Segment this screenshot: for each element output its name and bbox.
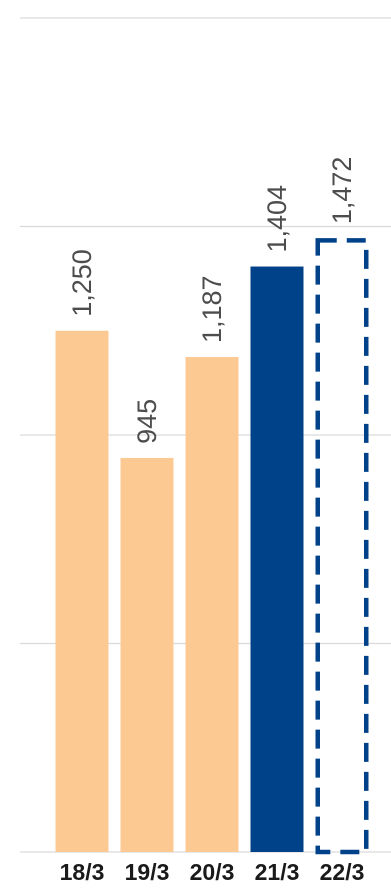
tick-label-20-3: 20/3 bbox=[190, 859, 235, 885]
bar-22-3-forecast bbox=[315, 238, 369, 855]
bar-18-3 bbox=[55, 330, 109, 852]
x-axis-tick-labels: 18/3 19/3 20/3 21/3 22/3 bbox=[60, 859, 365, 885]
bars bbox=[55, 238, 369, 855]
tick-label-21-3: 21/3 bbox=[255, 859, 300, 885]
tick-label-19-3: 19/3 bbox=[125, 859, 170, 885]
value-label-22-3: 1,472 bbox=[327, 157, 357, 225]
bar-21-3 bbox=[250, 266, 304, 853]
bar-19-3 bbox=[120, 457, 174, 852]
tick-label-22-3: 22/3 bbox=[320, 859, 365, 885]
value-label-21-3: 1,404 bbox=[262, 185, 292, 253]
value-label-18-3: 1,250 bbox=[67, 249, 97, 317]
value-labels: 1,250 945 1,187 1,404 1,472 bbox=[67, 157, 357, 444]
tick-label-18-3: 18/3 bbox=[60, 859, 105, 885]
value-label-19-3: 945 bbox=[132, 399, 162, 444]
bar-20-3 bbox=[185, 357, 239, 852]
value-label-20-3: 1,187 bbox=[197, 275, 227, 343]
